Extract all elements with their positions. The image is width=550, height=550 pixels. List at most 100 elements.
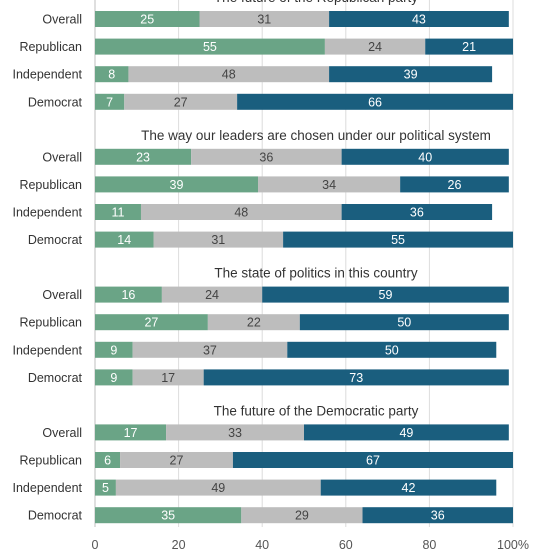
category-label: Republican <box>19 40 82 54</box>
bar-segment <box>191 148 342 165</box>
bar-segment <box>95 369 133 386</box>
bar-segment <box>132 369 204 386</box>
x-tick-label: 40 <box>255 538 269 550</box>
data-label: 59 <box>379 288 393 302</box>
bar-segment <box>329 11 509 27</box>
bar-segment <box>153 231 284 248</box>
bar-segment <box>320 479 497 496</box>
category-label: Democrat <box>28 371 83 385</box>
bar-segment <box>95 341 133 358</box>
category-label: Independent <box>12 206 82 220</box>
data-label: 23 <box>136 150 150 164</box>
bar-segment <box>95 38 325 55</box>
panel-title: The state of politics in this country <box>214 266 418 281</box>
x-tick-label: 100% <box>497 538 529 550</box>
bar-segment <box>304 424 509 441</box>
bar-segment <box>95 314 208 331</box>
bar-segment <box>287 341 497 358</box>
bar-segment <box>95 507 242 524</box>
data-label: 36 <box>410 206 424 220</box>
x-tick-label: 60 <box>339 538 353 550</box>
bar-segment <box>203 369 509 386</box>
data-label: 43 <box>412 13 426 27</box>
data-label: 27 <box>174 95 188 109</box>
data-label: 27 <box>170 454 184 468</box>
data-label: 31 <box>211 233 225 247</box>
data-label: 26 <box>448 178 462 192</box>
bar-segment <box>262 286 509 303</box>
data-label: 21 <box>462 40 476 54</box>
category-label: Democrat <box>28 233 83 247</box>
bar-segment <box>161 286 263 303</box>
data-label: 50 <box>397 316 411 330</box>
data-label: 36 <box>259 150 273 164</box>
category-label: Independent <box>12 68 82 82</box>
bar-segment <box>95 93 125 110</box>
category-label: Democrat <box>28 95 83 109</box>
category-label: Republican <box>19 316 82 330</box>
category-label: Overall <box>42 13 82 27</box>
bar-segment <box>425 38 513 55</box>
data-label: 24 <box>205 288 219 302</box>
category-label: Republican <box>19 178 82 192</box>
data-label: 27 <box>144 316 158 330</box>
data-label: 67 <box>366 454 380 468</box>
bar-segment <box>95 479 116 496</box>
data-label: 39 <box>404 68 418 82</box>
data-label: 36 <box>431 509 445 523</box>
panel-title: The future of the Democratic party <box>214 403 419 418</box>
data-label: 73 <box>349 371 363 385</box>
x-tick-label: 20 <box>172 538 186 550</box>
data-label: 31 <box>257 13 271 27</box>
bar-segment <box>95 66 129 83</box>
data-label: 34 <box>322 178 336 192</box>
bar-segment <box>95 176 259 193</box>
data-label: 7 <box>106 95 113 109</box>
data-label: 24 <box>368 40 382 54</box>
bar-segment <box>241 507 363 524</box>
bar-segment <box>400 176 509 193</box>
bar-segment <box>207 314 300 331</box>
data-label: 29 <box>295 509 309 523</box>
bar-segment <box>140 204 342 220</box>
bar-segment <box>115 479 321 496</box>
data-label: 48 <box>222 68 236 82</box>
bar-segment <box>95 424 167 441</box>
data-label: 6 <box>104 454 111 468</box>
data-label: 5 <box>102 481 109 495</box>
data-label: 9 <box>110 371 117 385</box>
data-label: 40 <box>418 150 432 164</box>
x-tick-label: 80 <box>422 538 436 550</box>
bar-segment <box>132 341 288 358</box>
data-label: 25 <box>140 13 154 27</box>
data-label: 55 <box>203 40 217 54</box>
bar-segment <box>166 424 304 441</box>
category-label: Independent <box>12 481 82 495</box>
data-label: 8 <box>108 68 115 82</box>
category-label: Independent <box>12 343 82 357</box>
bar-segment <box>324 38 426 55</box>
panel-title: The way our leaders are chosen under our… <box>141 128 491 143</box>
bar-segment <box>329 66 493 83</box>
data-label: 39 <box>170 178 184 192</box>
bar-segment <box>258 176 401 193</box>
data-label: 17 <box>124 426 138 440</box>
bar-segment <box>362 507 513 524</box>
bar-segment <box>95 231 154 248</box>
data-label: 66 <box>368 95 382 109</box>
bar-segment <box>128 66 330 83</box>
bar-segment <box>232 452 513 468</box>
bar-segment <box>341 204 493 220</box>
data-label: 42 <box>402 481 416 495</box>
category-label: Overall <box>42 426 82 440</box>
data-label: 37 <box>203 343 217 357</box>
bar-segment <box>120 452 233 468</box>
data-label: 11 <box>111 206 124 220</box>
data-label: 17 <box>161 371 175 385</box>
bar-segment <box>95 11 200 27</box>
category-label: Democrat <box>28 509 83 523</box>
data-label: 22 <box>247 316 261 330</box>
x-tick-label: 0 <box>92 538 99 550</box>
data-label: 55 <box>391 233 405 247</box>
